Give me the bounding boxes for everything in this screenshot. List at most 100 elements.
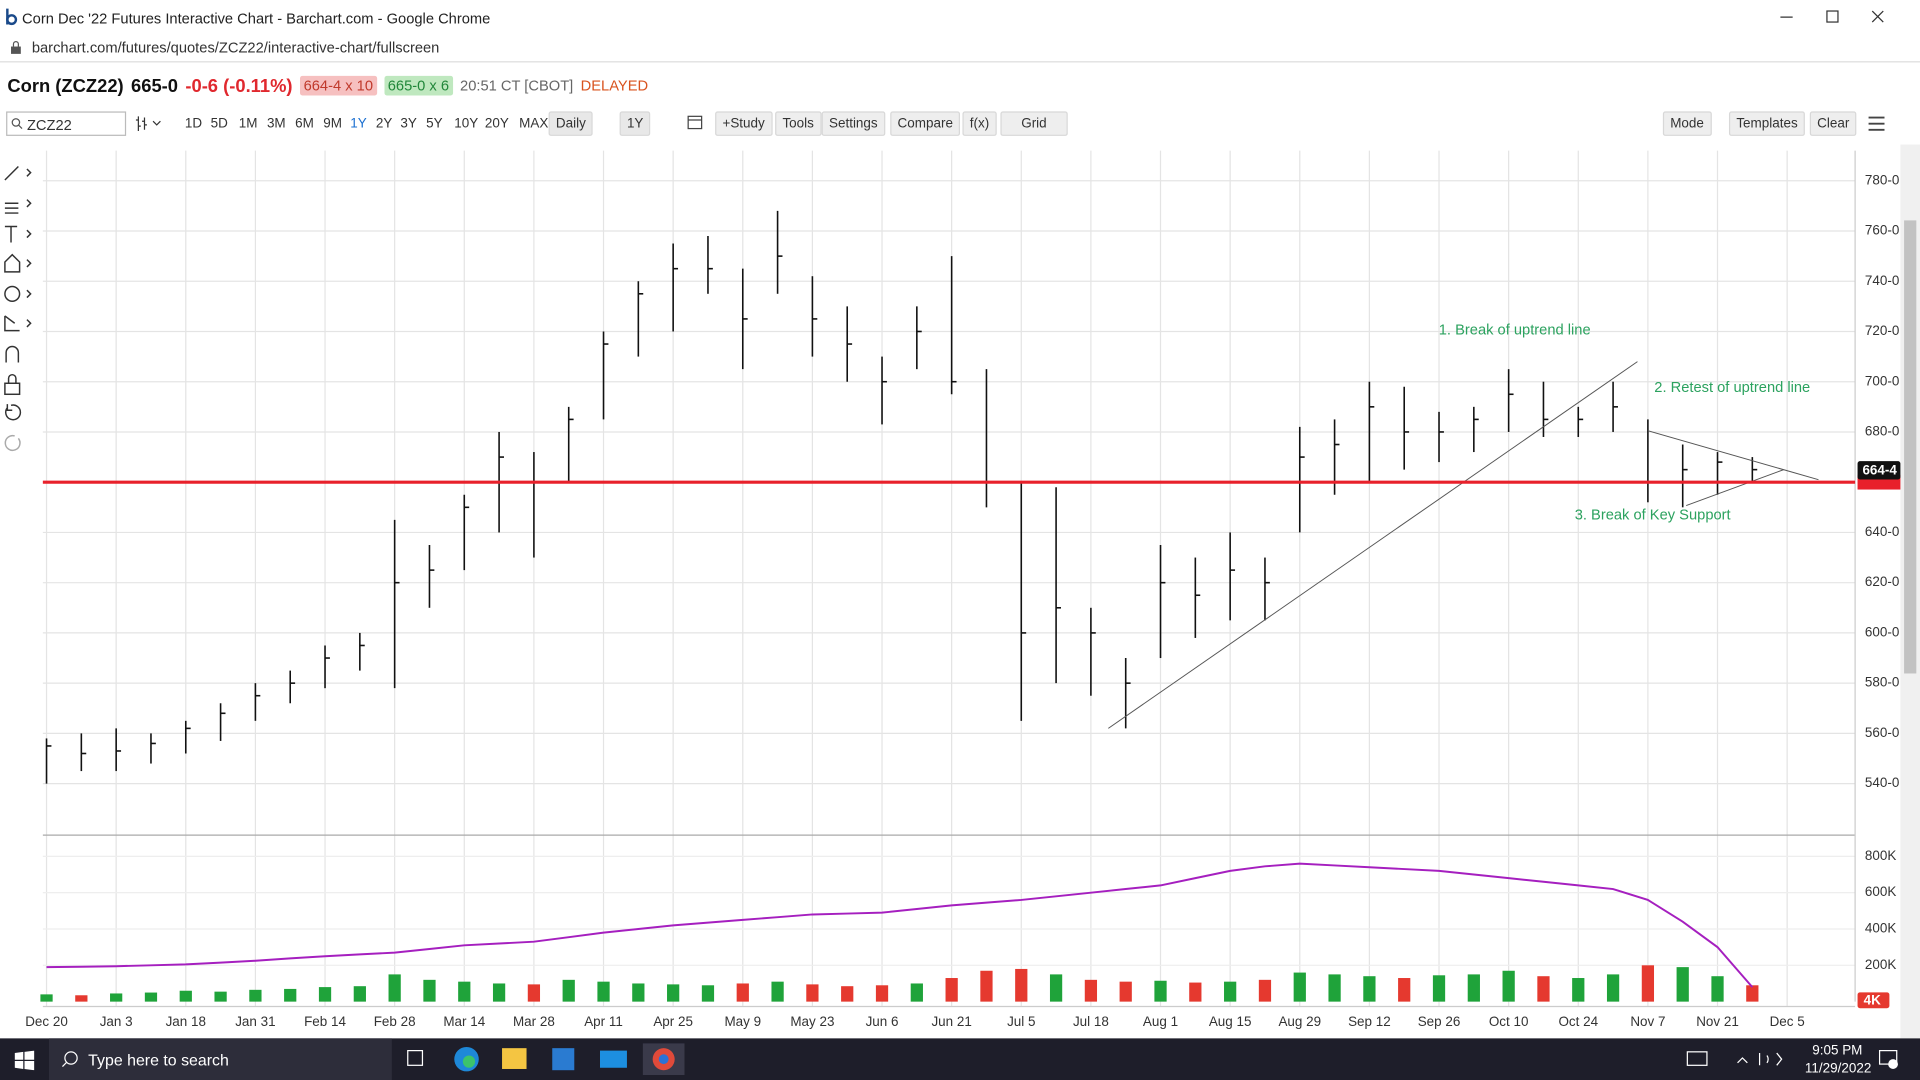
volume-bar — [284, 988, 297, 1002]
title-bar: Corn Dec '22 Futures Interactive Chart -… — [0, 0, 1920, 35]
volume-bar — [841, 986, 854, 1002]
annotation: 1. Break of uptrend line — [1439, 322, 1591, 338]
bid: 664-4 x 10 — [299, 75, 377, 96]
scrollbar-thumb[interactable] — [1904, 220, 1917, 674]
toolbar-button[interactable]: Compare — [890, 111, 961, 136]
x-tick-label: Mar 14 — [443, 1014, 485, 1029]
y-tick-label: 740-0 — [1865, 273, 1899, 288]
quote-status: DELAYED — [580, 77, 649, 95]
period-button[interactable]: 1D — [184, 116, 203, 132]
url[interactable]: barchart.com/futures/quotes/ZCZ22/intera… — [31, 39, 440, 57]
taskbar-apps[interactable] — [404, 1043, 686, 1076]
period-button[interactable]: 5D — [210, 116, 228, 132]
taskbar-search[interactable]: Type here to search — [48, 1038, 392, 1080]
period-button[interactable]: 6M — [295, 116, 314, 132]
taskbar: Type here to search 9:05 PM 11/29/2022 — [0, 1038, 1920, 1080]
volume-bar — [1015, 968, 1028, 1002]
toolbar: ZCZ22 Daily 1Y 1D 5D 1M 3M 6M 9M 1Y 2Y 3Y 5Y 10Y 20… — [0, 109, 1900, 138]
period-button[interactable]: 1M — [238, 116, 258, 132]
period-button[interactable]: 10Y — [454, 116, 479, 132]
y-tick-label: 640-0 — [1865, 524, 1899, 539]
x-tick-label: Apr 25 — [653, 1014, 693, 1029]
toolbar-button[interactable]: +Study — [715, 111, 773, 136]
window-controls[interactable] — [1763, 0, 1920, 34]
last-price-badge — [1857, 461, 1901, 480]
x-tick-label: Sep 12 — [1348, 1014, 1391, 1029]
volume-bar — [75, 995, 88, 1002]
x-tick-label: Sep 26 — [1418, 1014, 1461, 1029]
symbol-search[interactable]: ZCZ22 — [6, 111, 127, 136]
range-select[interactable]: 1Y — [619, 111, 651, 136]
start-button[interactable] — [14, 1050, 35, 1071]
volume-bar — [1502, 970, 1515, 1002]
volume-bar — [144, 992, 158, 1002]
volume-bar — [1363, 976, 1376, 1002]
taskbar-search-text[interactable]: Type here to search — [88, 1050, 229, 1069]
calendar-icon[interactable] — [687, 114, 704, 131]
x-tick-label: Jul 5 — [1007, 1014, 1035, 1029]
interval-select[interactable]: Daily — [548, 111, 594, 136]
volume-bar — [179, 990, 192, 1002]
volume-bar — [1746, 985, 1759, 1002]
search-text[interactable]: ZCZ22 — [26, 116, 72, 134]
trend-line — [1108, 361, 1638, 729]
symbol: Corn (ZCZ22) — [7, 75, 124, 97]
toolbar-button[interactable]: Tools — [775, 111, 822, 136]
x-tick-label: Dec 20 — [25, 1014, 68, 1029]
period-button[interactable]: 1Y — [350, 116, 367, 132]
annotation: 3. Break of Key Support — [1575, 507, 1731, 523]
x-tick-label: Feb 14 — [304, 1014, 346, 1029]
x-tick-label: Jan 31 — [235, 1014, 275, 1029]
x-tick-label: Mar 28 — [513, 1014, 555, 1029]
search-icon — [62, 1051, 78, 1067]
y-tick-label: 680-0 — [1865, 424, 1899, 439]
period-button[interactable]: 5Y — [426, 116, 443, 132]
x-tick-label: Jan 18 — [166, 1014, 206, 1029]
volume-bar — [353, 986, 366, 1002]
chart-type-icon[interactable] — [135, 114, 164, 134]
period-button[interactable]: MAX — [519, 116, 549, 132]
notifications[interactable] — [1878, 1049, 1900, 1069]
period-button[interactable]: 2Y — [375, 116, 393, 132]
period-button[interactable]: 9M — [323, 116, 342, 132]
x-tick-label: Feb 28 — [374, 1014, 416, 1029]
drawing-tools[interactable] — [0, 159, 42, 459]
period-button[interactable]: 3Y — [400, 116, 417, 132]
volume-bar — [875, 985, 889, 1002]
volume-bar — [458, 981, 471, 1002]
volume-bar — [1189, 982, 1202, 1002]
trend-line — [1647, 430, 1819, 481]
ask: 665-0 x 6 — [384, 75, 453, 96]
y-tick-label: 200K — [1865, 957, 1896, 972]
quote-line: Corn (ZCZ22) 665-0 -0-6 (-0.11%) 664-4 x… — [7, 73, 648, 97]
last-volume-label: 4K — [1864, 992, 1881, 1007]
volume-bar — [1119, 981, 1132, 1002]
toolbar-button[interactable]: f(x) — [962, 111, 997, 136]
price-change: -0-6 (-0.11%) — [185, 75, 293, 97]
toolbar-button[interactable]: Clear — [1809, 111, 1857, 136]
volume-bar — [527, 984, 541, 1002]
toolbar-button[interactable]: Settings — [821, 111, 885, 136]
period-button[interactable]: 3M — [266, 116, 286, 132]
system-tray[interactable] — [1686, 1048, 1791, 1070]
open-interest-line — [46, 862, 1754, 988]
volume-bar — [1572, 978, 1585, 1002]
volume-bar — [562, 979, 575, 1002]
x-tick-label: Nov 7 — [1630, 1014, 1665, 1029]
y-tick-label: 600-0 — [1865, 624, 1899, 639]
last-price: 665-0 — [131, 75, 179, 97]
period-button[interactable]: 20Y — [484, 116, 509, 132]
toolbar-button[interactable]: Mode — [1662, 111, 1712, 136]
x-tick-label: Jun 6 — [866, 1014, 899, 1029]
x-tick-label: Jul 18 — [1073, 1014, 1109, 1029]
y-tick-label: 620-0 — [1865, 574, 1899, 589]
volume-bar — [1049, 974, 1063, 1002]
menu-icon[interactable] — [1867, 115, 1887, 132]
toolbar-button[interactable]: Grid — [1000, 111, 1068, 136]
toolbar-button[interactable]: Templates — [1728, 111, 1806, 136]
volume-bar — [1711, 976, 1724, 1002]
y-tick-label: 580-0 — [1865, 675, 1899, 690]
volume-bar — [1293, 972, 1306, 1002]
volume-bar — [1467, 974, 1480, 1002]
